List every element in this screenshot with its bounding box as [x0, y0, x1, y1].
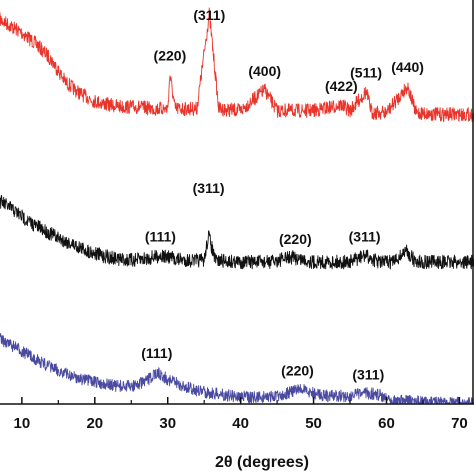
- x-tick-layer: 10 20 30 40 50 60 70: [14, 397, 468, 432]
- peak-label: (111): [141, 345, 172, 361]
- x-tick-label: 20: [86, 415, 103, 432]
- xrd-pattern-top: [0, 7, 474, 122]
- series-layer: [0, 7, 474, 404]
- peak-label: (220): [154, 48, 187, 64]
- x-tick-label: 60: [378, 415, 395, 432]
- x-tick-label: 40: [232, 415, 249, 432]
- x-tick-label: 70: [451, 415, 468, 432]
- x-tick-label: 10: [14, 415, 31, 432]
- peak-label: (400): [248, 63, 281, 79]
- peak-label: (311): [193, 7, 225, 23]
- x-tick-label: 50: [305, 415, 322, 432]
- peak-label: (111): [145, 229, 176, 245]
- peak-label: (311): [352, 367, 384, 383]
- peak-label-layer: (220) (311) (400) (422)(511) (440) (111) (311)…: [141, 7, 424, 383]
- peak-label: (422): [325, 78, 358, 94]
- x-tick-label: 30: [159, 415, 176, 432]
- peak-label: (311): [349, 229, 381, 245]
- peak-label: (220): [279, 231, 312, 247]
- peak-label: (311): [193, 180, 225, 196]
- peak-label: (220): [281, 363, 314, 379]
- peak-label: (440): [391, 59, 424, 75]
- xrd-pattern-middle: [0, 194, 474, 270]
- x-axis-title: 2θ (degrees): [215, 454, 309, 471]
- xrd-pattern-bottom: [0, 333, 474, 404]
- peak-label: (511): [350, 65, 382, 81]
